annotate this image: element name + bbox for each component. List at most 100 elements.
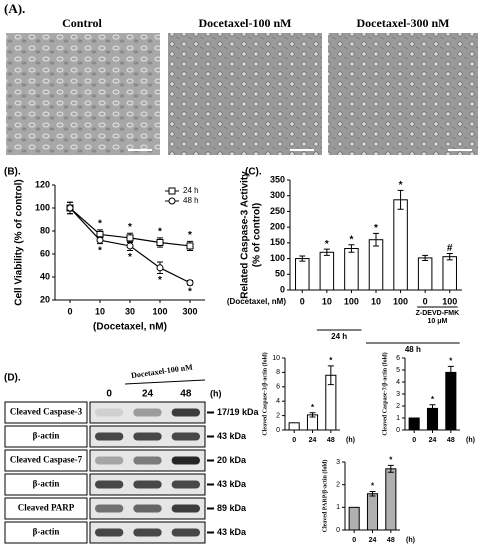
y-tick-label: 50 [275,269,285,279]
y-axis-label: Related Caspase-3 Activity [240,171,251,299]
lane-label: 24 [142,389,154,400]
y-tick-label: 100 [270,253,285,263]
legend-label: 24 h [183,186,199,195]
bar [408,417,420,431]
panel-label: (A). [4,1,25,16]
y-tick-label: 0 [280,284,285,294]
error-bar [446,253,453,261]
row-label: β-actin [33,527,60,537]
x-tick-label: 24 [309,437,317,444]
size-label: 89 kDa [217,503,247,513]
y-tick-label: 100 [35,202,50,212]
lane-label: 48 [180,389,192,400]
lane-label: 0 [106,389,112,400]
significance: * [158,227,162,238]
x-tick-label: 100 [442,296,457,306]
y-tick-label: 6 [396,355,400,362]
y-tick-label: 80 [40,225,50,235]
treatment-label: Z-DEVD-FMK [416,310,460,317]
band [95,432,124,441]
marker [66,204,74,212]
y-axis-label: Cleaved Caspase-3/β-actin (fold) [261,352,268,435]
x-tick-label: 100 [152,306,167,316]
legend-label: 48 h [183,196,199,205]
y-tick-label: 1 [396,415,400,422]
x-tick-label: 100 [344,296,359,306]
y-tick-label: 4 [396,379,400,386]
significance: * [349,234,353,245]
panel-label: (D). [4,373,21,384]
band [95,408,124,417]
row-label-box [4,473,88,496]
y-tick-label: 10 [272,355,280,362]
band [171,480,200,489]
significance: # [447,243,453,254]
x-tick-label: 0 [292,437,296,444]
x-axis-unit: (h) [406,537,415,544]
x-tick-label: 0 [412,437,416,444]
y-tick-label: 0 [396,427,400,434]
x-tick-label: 10 [95,306,105,316]
error-bar [299,255,306,262]
band [95,504,124,513]
bar [393,199,408,291]
error-bar [422,254,429,261]
row-label: β-actin [33,431,60,441]
x-tick-label: 100 [393,296,408,306]
y-tick-label: 2 [396,403,400,410]
x-axis-label: (Docetaxel, nM) [227,297,286,306]
group-label: 24 h [331,332,347,341]
size-label: 43 kDa [217,431,247,441]
band [133,432,162,441]
band [95,480,124,489]
band [133,480,162,489]
bar [385,468,397,531]
size-label: 43 kDa [217,479,247,489]
band [171,528,200,537]
band [133,528,162,537]
size-label: 43 kDa [217,527,247,537]
y-tick-label: 1 [336,504,340,511]
lane-unit: (h) [210,388,222,398]
error-bar [429,404,436,413]
x-tick-label: 24 [369,537,377,544]
significance: * [98,245,102,256]
bar [442,256,457,291]
y-tick-label: 0 [336,527,340,534]
error-bar [348,244,355,253]
row-label: β-actin [33,479,60,489]
band [133,456,162,465]
error-bar [397,189,404,210]
significance: * [449,357,453,366]
y-tick-label: 2 [336,482,340,489]
bar [445,371,457,431]
band [171,408,200,417]
x-tick-label: 48 [387,537,395,544]
x-tick-label: 0 [300,296,305,306]
x-tick-label: 300 [182,306,197,316]
panel-label: (C). [245,167,262,178]
x-tick-label: 48 [327,437,335,444]
x-axis-unit: (h) [346,437,355,444]
image-label: Docetaxel-300 nM [357,16,450,30]
band [95,456,124,465]
micrograph [168,33,322,155]
y-tick-label: 5 [396,367,400,374]
bar [348,506,360,531]
significance: * [374,223,378,234]
significance: * [98,218,102,229]
image-label: Docetaxel-100 nM [199,16,292,30]
treatment-line [124,379,206,385]
band [171,456,200,465]
image-label: Control [62,16,102,30]
bar [368,239,384,291]
legend-marker [168,187,176,195]
band [133,408,162,417]
micrograph [328,33,478,155]
y-axis-label: (% of control) [252,203,263,267]
x-tick-label: 10 [371,296,381,306]
x-tick-label: 24 [429,437,437,444]
error-bar [369,490,376,497]
significance: * [158,275,162,286]
error-bar [327,365,334,386]
